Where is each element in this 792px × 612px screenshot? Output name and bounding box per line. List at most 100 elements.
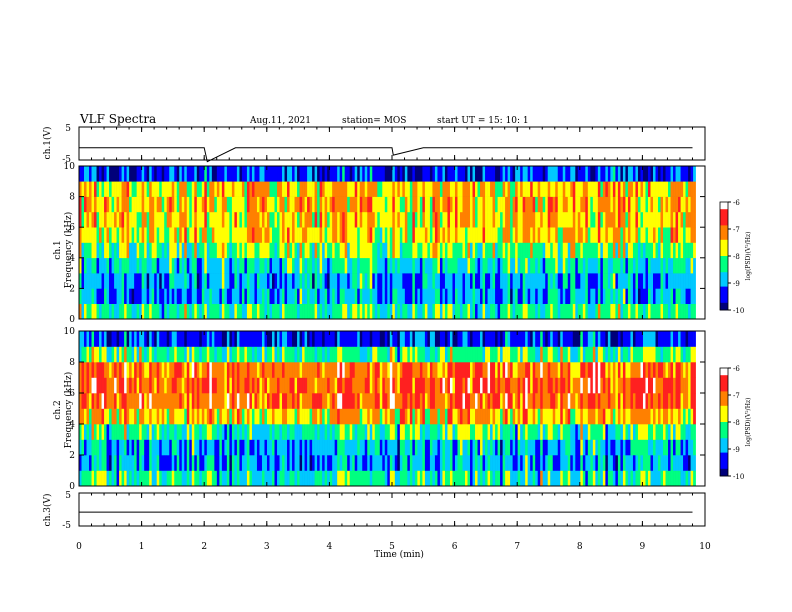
- spectrogram-cell: [627, 196, 631, 213]
- spectrogram-cell: [234, 439, 238, 456]
- spectrogram-cell: [141, 242, 145, 259]
- spectrogram-cell: [224, 424, 228, 440]
- spectrogram-cell: [449, 408, 453, 425]
- spectrogram-cell: [615, 227, 619, 243]
- spectrogram-cell: [500, 439, 503, 456]
- spectrogram-cell: [587, 362, 591, 378]
- spectrogram-cell: [236, 303, 240, 320]
- spectrogram-cell: [480, 377, 483, 394]
- spectrogram-cell: [352, 455, 356, 471]
- spectrogram-cell: [645, 227, 649, 243]
- spectrogram-cell: [234, 196, 238, 213]
- spectrogram-cell: [236, 227, 240, 243]
- spectrogram-cell: [347, 424, 351, 440]
- spectrogram-cell: [575, 303, 579, 320]
- spectrogram-cell: [124, 242, 127, 259]
- spectrogram-cell: [181, 257, 185, 274]
- spectrogram-cell: [452, 211, 456, 228]
- spectrogram-cell: [294, 257, 298, 274]
- spectrogram-cell: [234, 424, 238, 440]
- spectrogram-cell: [79, 455, 82, 471]
- spectrogram-cell: [432, 196, 436, 213]
- spectrogram-cell: [392, 211, 396, 228]
- spectrogram-cell: [502, 362, 506, 378]
- spectrogram-cell: [154, 257, 158, 274]
- spectrogram-cell: [229, 257, 233, 274]
- spectrogram-cell: [269, 455, 273, 471]
- spectrogram-cell: [121, 227, 125, 243]
- spectrogram-cell: [154, 166, 158, 182]
- spectrogram-cell: [292, 242, 295, 259]
- spectrogram-cell: [307, 211, 310, 228]
- spectrogram-cell: [186, 166, 190, 182]
- spectrogram-cell: [297, 439, 300, 456]
- spectrogram-cell: [134, 346, 137, 363]
- spectrogram-cell: [412, 227, 416, 243]
- spectrogram-cell: [600, 439, 604, 456]
- spectrogram-cell: [492, 242, 496, 259]
- spectrogram-cell: [655, 346, 659, 363]
- spectrogram-cell: [279, 181, 283, 197]
- spectrogram-cell: [545, 227, 549, 243]
- spectrogram-cell: [96, 273, 100, 289]
- spectrogram-cell: [236, 455, 240, 471]
- spectrogram-cell: [532, 470, 536, 487]
- spectrogram-cell: [382, 455, 386, 471]
- spectrogram-cell: [688, 273, 691, 289]
- spectrogram-cell: [244, 470, 248, 487]
- spectrogram-cell: [216, 377, 220, 394]
- spectrogram-cell: [482, 273, 486, 289]
- spectrogram-cell: [159, 227, 163, 243]
- spectrogram-cell: [577, 227, 581, 243]
- spectrogram-cell: [653, 211, 656, 228]
- spectrogram-cell: [194, 439, 198, 456]
- spectrogram-cell: [452, 273, 456, 289]
- spectrogram-cell: [683, 227, 686, 243]
- spectrogram-cell: [620, 303, 624, 320]
- spectrogram-cell: [261, 331, 265, 347]
- spectrogram-cell: [670, 211, 674, 228]
- spectrogram-cell: [209, 288, 213, 304]
- spectrogram-cell: [289, 362, 293, 378]
- spectrogram-cell: [565, 288, 569, 304]
- spectrogram-cell: [495, 166, 498, 182]
- spectrogram-cell: [545, 408, 549, 425]
- spectrogram-cell: [490, 377, 493, 394]
- spectrogram-cell: [224, 393, 228, 409]
- spectrogram-cell: [637, 470, 641, 487]
- spectrogram-cell: [379, 166, 383, 182]
- spectrogram-cell: [477, 288, 481, 304]
- spectrogram-cell: [377, 346, 381, 363]
- spectrogram-cell: [597, 470, 601, 487]
- spectrogram-cell: [475, 181, 478, 197]
- spectrogram-cell: [131, 196, 135, 213]
- spectrogram-cell: [244, 303, 248, 320]
- spectrogram-cell: [151, 181, 155, 197]
- spectrogram-cell: [317, 362, 320, 378]
- spectrogram-cell: [560, 181, 564, 197]
- spectrogram-cell: [214, 303, 218, 320]
- spectrogram-cell: [585, 455, 589, 471]
- spectrogram-cell: [602, 211, 606, 228]
- spectrogram-cell: [184, 166, 188, 182]
- spectrogram-cell: [442, 303, 446, 320]
- spectrogram-cell: [585, 377, 589, 394]
- spectrogram-cell: [352, 331, 356, 347]
- spectrogram-cell: [372, 470, 376, 487]
- spectrogram-cell: [572, 470, 576, 487]
- spectrogram-cell: [266, 273, 270, 289]
- spectrogram-cell: [437, 424, 441, 440]
- spectrogram-cell: [119, 303, 122, 320]
- spectrogram-cell: [505, 377, 508, 394]
- spectrogram-cell: [377, 470, 381, 487]
- spectrogram-cell: [374, 166, 378, 182]
- spectrogram-cell: [307, 424, 310, 440]
- spectrogram-cell: [690, 181, 694, 197]
- spectrogram-cell: [141, 227, 145, 243]
- spectrogram-cell: [191, 211, 195, 228]
- spectrogram-cell: [241, 166, 245, 182]
- spectrogram-cell: [249, 166, 253, 182]
- spectrogram-cell: [111, 393, 115, 409]
- spectrogram-cell: [274, 470, 278, 487]
- spectrogram-cell: [131, 288, 135, 304]
